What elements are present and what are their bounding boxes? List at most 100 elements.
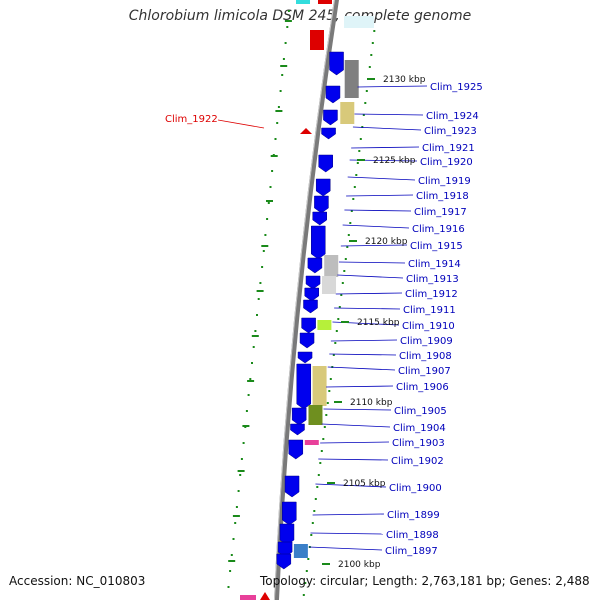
ruler-dot	[334, 342, 337, 344]
ruler-dot	[311, 522, 314, 524]
ruler-dot	[281, 74, 284, 76]
ruler-dot	[262, 250, 265, 252]
ruler-dot	[287, 10, 290, 12]
accession-text: Accession: NC_010803	[9, 574, 146, 588]
ruler-dot	[335, 330, 338, 332]
ruler-major-tick	[357, 159, 365, 161]
label-leader-line	[342, 224, 410, 229]
ruler-dot	[271, 170, 274, 172]
ruler-dot	[267, 202, 270, 204]
map-title: Chlorobium limicola DSM 245, complete ge…	[128, 8, 472, 24]
label-leader-line	[347, 176, 416, 181]
gene-label: Clim_1911	[403, 305, 456, 316]
ruler-dot	[277, 106, 280, 108]
label-leader-line	[344, 209, 412, 212]
gene-arrow	[315, 178, 331, 197]
gene-feature	[296, 0, 310, 4]
ruler-dot	[350, 210, 353, 212]
ruler-dot	[349, 222, 352, 224]
ruler-dot	[364, 102, 367, 104]
gene-arrow	[307, 257, 323, 274]
ruler-dot	[356, 162, 359, 164]
ruler-dot	[304, 582, 307, 584]
gene-label-highlight: Clim_1922	[165, 114, 218, 125]
ruler-dot	[251, 362, 253, 364]
gene-label: Clim_1902	[391, 456, 444, 467]
ruler-dots	[227, 10, 376, 596]
ruler-dot	[242, 442, 245, 444]
gene-arrow	[305, 275, 321, 290]
gene-label: Clim_1921	[422, 143, 475, 154]
ruler-major-tick	[322, 563, 330, 565]
gene-label: Clim_1918	[416, 191, 469, 202]
gene-feature	[310, 30, 324, 50]
label-leader-line	[346, 194, 414, 197]
ruler-dot	[305, 570, 308, 572]
ruler-label: 2115 kbp	[357, 318, 400, 328]
ruler-dot	[316, 486, 319, 488]
ruler-dot	[317, 474, 320, 476]
ruler-major-tick	[341, 321, 349, 323]
ruler-dot	[239, 474, 242, 476]
ruler-label: 2110 kbp	[350, 398, 393, 408]
label-leaders	[217, 85, 428, 551]
ruler-tick	[247, 380, 255, 382]
ruler-dot	[284, 42, 287, 44]
gene-feature	[324, 255, 339, 277]
gene-arrow	[282, 501, 297, 526]
ruler-dot	[358, 150, 361, 152]
ruler-dot	[352, 198, 355, 200]
label-leader-line	[329, 353, 397, 356]
gene-label: Clim_1909	[400, 336, 453, 347]
gene-label: Clim_1917	[414, 207, 467, 218]
gene-label: Clim_1920	[420, 157, 473, 168]
ruler-major-tick	[349, 240, 357, 242]
ruler-dot	[257, 298, 260, 300]
gene-label: Clim_1907	[398, 366, 451, 377]
ruler-dot	[368, 66, 371, 68]
gene-feature	[240, 595, 256, 600]
label-leader-line	[338, 261, 406, 264]
label-leader-line	[326, 385, 394, 388]
ruler-ticks	[228, 20, 292, 562]
ruler-dot	[328, 390, 331, 392]
gene-label: Clim_1899	[387, 510, 440, 521]
ruler-dot	[325, 414, 328, 416]
ruler-dot	[229, 570, 232, 572]
ruler-dot	[286, 26, 289, 28]
ruler-tick	[228, 560, 236, 562]
ruler-dot	[343, 270, 346, 272]
gene-arrow	[304, 287, 320, 302]
gene-labels: Clim_1925 Clim_1924 Clim_1923 Clim_1921 Clim…	[165, 82, 483, 557]
ruler-tick	[266, 200, 273, 202]
ruler-dot	[237, 490, 240, 492]
gene-arrow	[301, 317, 316, 334]
gene-label: Clim_1912	[405, 289, 458, 300]
ruler-dot	[269, 186, 272, 188]
ruler-dot	[373, 30, 376, 32]
ruler-dot	[370, 54, 373, 56]
ruler-dot	[261, 266, 264, 268]
ruler-dot	[264, 234, 267, 236]
ruler-dot	[361, 126, 364, 128]
gene-arrow	[312, 211, 327, 226]
ruler-dot	[332, 354, 335, 356]
gene-arrow	[291, 407, 307, 426]
ruler-tick	[270, 155, 278, 157]
ruler-label: 2100 kbp	[338, 560, 381, 570]
ruler-label: 2105 kbp	[343, 479, 386, 489]
gene-feature	[317, 320, 332, 330]
ruler-tick	[232, 515, 240, 517]
ruler-tick	[242, 425, 250, 427]
ruler-dot	[245, 410, 248, 412]
ruler-dot	[371, 42, 374, 44]
ruler-dot	[266, 218, 269, 220]
gene-label: Clim_1906	[396, 382, 449, 393]
ruler-tick	[256, 290, 264, 292]
ruler-dot	[338, 306, 341, 308]
ruler-dot	[256, 314, 258, 316]
ruler-dot	[341, 282, 344, 284]
gene-label: Clim_1910	[402, 321, 455, 332]
gene-label: Clim_1898	[386, 530, 439, 541]
ruler-dot	[259, 282, 262, 284]
